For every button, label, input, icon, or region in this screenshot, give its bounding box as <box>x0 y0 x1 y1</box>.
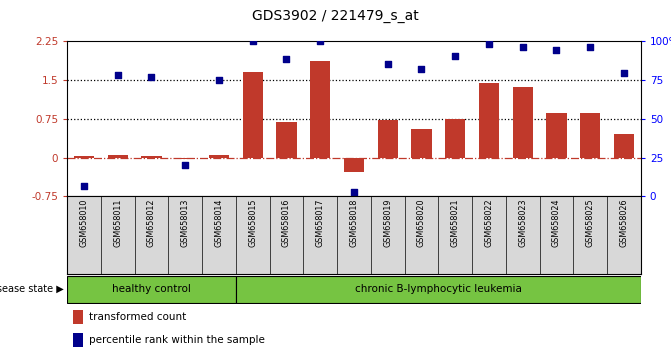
Text: GSM658022: GSM658022 <box>484 199 493 247</box>
Text: GSM658018: GSM658018 <box>350 199 358 247</box>
Text: healthy control: healthy control <box>112 284 191 294</box>
Bar <box>580 113 601 158</box>
Bar <box>107 155 128 158</box>
Text: GSM658023: GSM658023 <box>518 199 527 247</box>
Point <box>248 38 258 44</box>
Bar <box>209 155 229 158</box>
Text: GSM658025: GSM658025 <box>586 199 595 247</box>
Text: GSM658026: GSM658026 <box>619 199 629 247</box>
Text: GSM658021: GSM658021 <box>451 199 460 247</box>
Text: GSM658010: GSM658010 <box>79 199 89 247</box>
Bar <box>479 83 499 158</box>
Bar <box>73 310 83 324</box>
Point <box>146 74 157 79</box>
Bar <box>236 276 641 303</box>
Bar <box>614 134 634 158</box>
Text: GSM658024: GSM658024 <box>552 199 561 247</box>
Bar <box>243 72 263 158</box>
Text: GSM658020: GSM658020 <box>417 199 426 247</box>
Bar <box>445 119 465 158</box>
Point <box>484 41 495 47</box>
Point <box>349 189 360 195</box>
Text: disease state ▶: disease state ▶ <box>0 284 64 294</box>
Bar <box>378 120 398 158</box>
Bar <box>73 333 83 347</box>
Point <box>213 77 224 82</box>
Point <box>382 61 393 67</box>
Text: GDS3902 / 221479_s_at: GDS3902 / 221479_s_at <box>252 9 419 23</box>
Bar <box>344 158 364 172</box>
Bar <box>411 129 431 158</box>
Point <box>79 183 89 188</box>
Text: chronic B-lymphocytic leukemia: chronic B-lymphocytic leukemia <box>355 284 522 294</box>
Bar <box>310 62 330 158</box>
Bar <box>67 276 236 303</box>
Point <box>315 38 325 44</box>
Bar <box>513 87 533 158</box>
Text: GSM658019: GSM658019 <box>383 199 393 247</box>
Bar <box>175 158 195 159</box>
Bar <box>142 156 162 158</box>
Text: GSM658013: GSM658013 <box>180 199 190 247</box>
Bar <box>546 113 566 158</box>
Text: GSM658011: GSM658011 <box>113 199 122 247</box>
Point <box>180 162 191 168</box>
Point <box>619 70 629 76</box>
Point <box>281 57 292 62</box>
Point <box>416 66 427 72</box>
Text: GSM658014: GSM658014 <box>215 199 223 247</box>
Point <box>585 44 596 50</box>
Text: GSM658016: GSM658016 <box>282 199 291 247</box>
Bar <box>74 156 94 158</box>
Text: GSM658015: GSM658015 <box>248 199 257 247</box>
Text: GSM658012: GSM658012 <box>147 199 156 247</box>
Point <box>517 44 528 50</box>
Text: percentile rank within the sample: percentile rank within the sample <box>89 335 265 345</box>
Point <box>551 47 562 53</box>
Text: transformed count: transformed count <box>89 312 186 322</box>
Point <box>112 72 123 78</box>
Point <box>450 53 460 59</box>
Text: GSM658017: GSM658017 <box>315 199 325 247</box>
Bar <box>276 122 297 158</box>
